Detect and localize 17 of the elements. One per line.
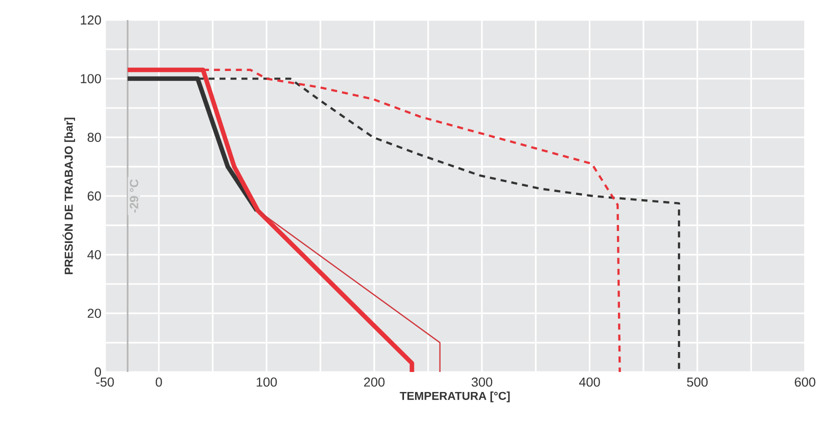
- x-tick-label: 500: [687, 378, 708, 387]
- x-tick-label: -50: [96, 378, 114, 387]
- y-axis-title: PRESIÓN DE TRABAJO [bar]: [62, 118, 76, 274]
- y-tick-label: 20: [88, 308, 101, 318]
- x-tick-label: 400: [579, 378, 600, 387]
- y-tick-label: 80: [88, 132, 101, 142]
- x-tick-label: 300: [472, 378, 492, 387]
- x-tick-label: 100: [256, 378, 277, 387]
- y-tick-label: 100: [80, 74, 101, 84]
- y-tick-label: 60: [88, 191, 101, 201]
- x-tick-label: 600: [794, 378, 816, 387]
- y-tick-label: 40: [87, 250, 101, 260]
- y-tick-label: 120: [80, 15, 101, 25]
- x-tick-label: 200: [364, 378, 385, 387]
- x-axis-title: TEMPERATURA [°C]: [400, 392, 510, 402]
- x-tick-label: 0: [156, 378, 162, 387]
- y-tick-label: 0: [94, 367, 101, 377]
